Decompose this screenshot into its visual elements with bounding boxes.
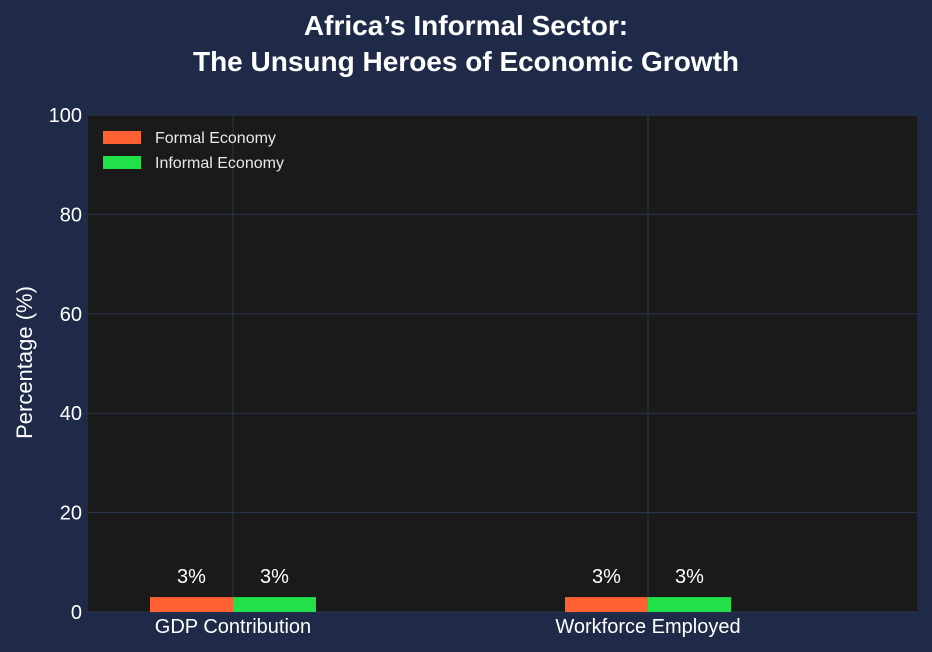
legend-label: Formal Economy [155,130,276,147]
data-label: 3% [592,566,621,588]
legend-swatch [103,131,141,144]
chart-title: Africa’s Informal Sector: The Unsung Her… [0,8,932,80]
x-tick-label: Workforce Employed [555,616,740,638]
y-tick-label: 20 [60,503,82,525]
y-tick-label: 60 [60,304,82,326]
bar-informal-0 [233,597,316,612]
legend-label: Informal Economy [155,155,284,172]
plot-area [88,115,917,612]
bar-formal-1 [565,597,648,612]
y-tick-label: 100 [49,105,82,127]
y-tick-label: 40 [60,403,82,425]
x-tick-label: GDP Contribution [155,616,311,638]
bar-informal-1 [648,597,731,612]
y-axis-title: Percentage (%) [12,286,37,439]
data-label: 3% [177,566,206,588]
data-label: 3% [675,566,704,588]
chart-title-line-2: The Unsung Heroes of Economic Growth [192,46,740,77]
legend: Formal Economy Informal Economy [103,130,284,172]
y-tick-label: 0 [71,602,82,624]
bar-formal-0 [150,597,233,612]
legend-swatch [103,156,141,169]
y-tick-label: 80 [60,204,82,226]
chart-title-line-1: Africa’s Informal Sector: [303,10,629,41]
data-label: 3% [260,566,289,588]
